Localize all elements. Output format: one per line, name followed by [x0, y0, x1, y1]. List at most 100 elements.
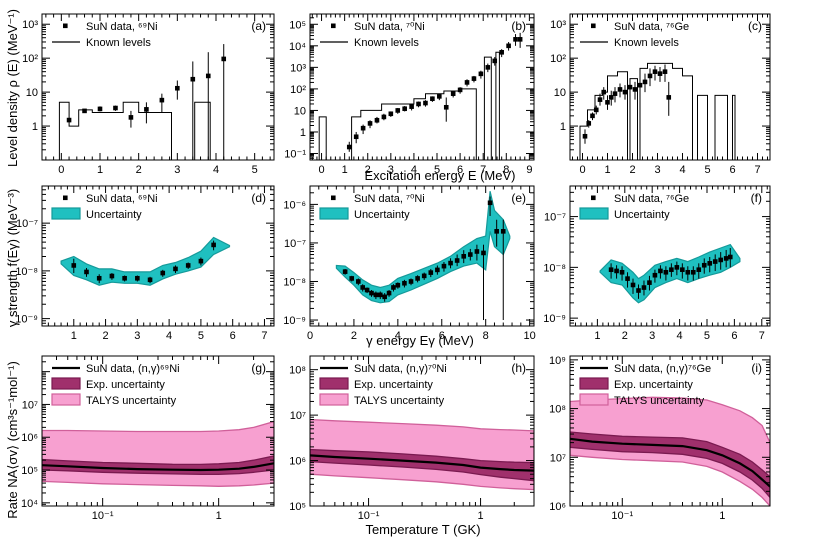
data-point [457, 87, 463, 93]
x-tick-label: 0 [307, 330, 313, 342]
data-point [517, 37, 523, 42]
x-tick-label: 8 [503, 164, 509, 176]
data-point [353, 134, 359, 140]
panel-label: (d) [251, 191, 266, 205]
row2-ylabel: γ strength f(Eγ) (MeV⁻³) [5, 189, 20, 327]
x-tick-label: 10 [523, 330, 535, 342]
y-tick-label: 10³ [290, 62, 306, 74]
data-point [122, 275, 127, 281]
x-tick-label: 10⁻¹ [611, 510, 633, 522]
data-point [707, 261, 713, 266]
data-point [147, 277, 153, 283]
panel-label: (g) [251, 361, 266, 375]
data-point [652, 69, 658, 74]
data-point [601, 89, 607, 95]
axes-frame [569, 185, 771, 327]
data-point [360, 125, 366, 131]
legend-key-band [579, 377, 609, 390]
data-point [608, 267, 614, 272]
legend-entry: SuN data, (n,γ)⁷⁶Ge [614, 363, 711, 375]
data-point [641, 285, 647, 290]
plot-area-c [579, 62, 736, 160]
data-point [712, 259, 718, 264]
panel-i: 10⁻¹ 1 10⁶ 10⁷ 10⁸ 10⁹ (i) SuN data, (n,γ)⁷⁶Ge E… [549, 355, 771, 522]
data-point [590, 113, 595, 119]
legend-entry: Exp. uncertainty [614, 379, 693, 391]
data-point [666, 95, 672, 100]
legend-key-band [319, 207, 349, 220]
x-tick-label: 1 [604, 164, 610, 176]
x-tick-label: 3 [654, 164, 660, 176]
data-point [690, 269, 696, 275]
panel-label: (h) [511, 361, 526, 375]
panel-f: 1 2 3 4 5 6 7 10⁻⁹ 10⁻⁸ 10⁻⁷ (f) SuN data, ⁷⁶Ge Unce… [543, 185, 771, 342]
data-point [395, 282, 401, 288]
data-point [454, 258, 460, 263]
data-point [617, 87, 623, 92]
legend-entry: SuN data, ⁶⁹Ni [86, 21, 158, 33]
x-tick-label: 5 [704, 164, 710, 176]
x-tick-label: 1 [342, 164, 348, 176]
data-point [647, 280, 652, 285]
data-point [373, 292, 379, 298]
data-point [701, 262, 707, 268]
data-point [597, 97, 603, 102]
y-tick-label: 1 [32, 121, 38, 133]
data-point [662, 69, 668, 74]
data-point [485, 65, 491, 70]
y-tick-label: 10⁸ [549, 404, 566, 416]
legend-key-marker [331, 195, 336, 201]
panel-b: 0 1 2 3 4 5 6 7 8 9 10⁻¹ 1 10 10² 10³ 10⁴ 10⁵ (b) SuN data… [284, 13, 535, 176]
data-point [428, 270, 434, 275]
data-point [356, 279, 361, 284]
data-point [437, 94, 442, 99]
plot-area-e [335, 191, 511, 321]
legend-key-band [579, 393, 609, 406]
data-point [663, 269, 669, 275]
x-tick-label: 0 [58, 164, 64, 176]
y-tick-label: 10⁻¹ [284, 149, 306, 161]
y-tick-label: 10² [22, 53, 38, 65]
x-tick-label: 5 [704, 330, 710, 342]
legend-key-band [579, 207, 609, 220]
data-point [381, 114, 387, 120]
data-point [135, 275, 140, 281]
data-point [450, 91, 456, 96]
data-point [464, 80, 470, 85]
plot-area-a [58, 44, 227, 160]
legend-entry: Exp. uncertainty [86, 379, 165, 391]
data-point [637, 82, 643, 88]
legend-key-marker [63, 195, 68, 201]
data-point [160, 270, 166, 276]
y-tick-label: 10 [294, 105, 306, 117]
x-tick-label: 5 [252, 164, 258, 176]
data-point [421, 273, 427, 279]
data-point [593, 107, 599, 113]
legend-entry: Uncertainty [354, 209, 410, 221]
y-tick-label: 10⁻⁹ [283, 315, 306, 327]
data-point [647, 73, 653, 79]
data-point [374, 117, 380, 123]
legend-entry: TALYS uncertainty [354, 395, 445, 407]
x-tick-label: 0 [579, 164, 585, 176]
x-tick-label: 10⁻¹ [358, 510, 380, 522]
y-tick-label: 10⁹ [549, 355, 566, 367]
data-point [346, 144, 352, 150]
data-point [128, 115, 134, 120]
legend-entry: SuN data, ⁷⁶Ge [614, 21, 689, 33]
data-point [367, 121, 373, 126]
y-tick-label: 10³ [22, 19, 38, 31]
legend-entry: SuN data, ⁷⁰Ni [354, 21, 425, 33]
x-tick-label: 2 [136, 164, 142, 176]
x-tick-label: 1 [216, 510, 222, 522]
row1-xlabel: Excitation energy E (MeV) [364, 168, 515, 183]
y-tick-label: 10⁸ [289, 365, 306, 377]
legend-entry: Uncertainty [86, 209, 142, 221]
data-point [349, 276, 355, 281]
x-tick-label: 4 [395, 330, 401, 342]
y-tick-label: 10⁵ [21, 465, 38, 477]
data-point [474, 249, 480, 254]
talys-uncertainty-band [42, 420, 274, 487]
data-point [66, 117, 72, 123]
axes-frame [41, 13, 275, 161]
